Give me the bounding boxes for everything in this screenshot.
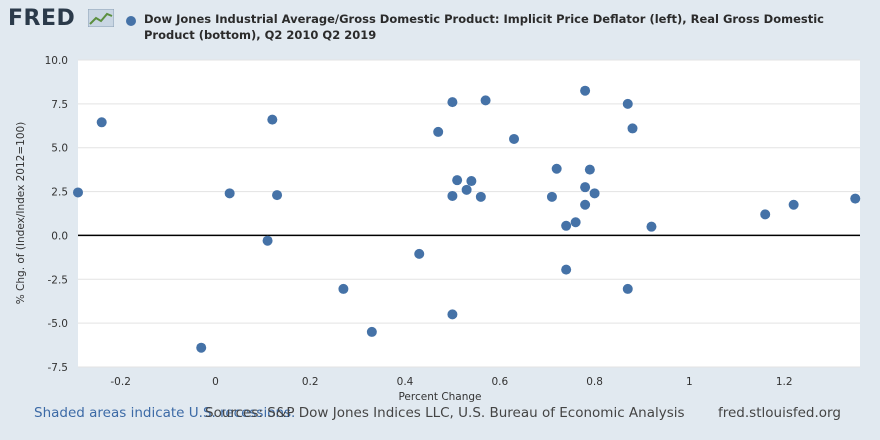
data-point[interactable]: [338, 283, 349, 294]
y-tick-label: -5.0: [48, 318, 69, 330]
data-point[interactable]: [646, 221, 657, 232]
data-point[interactable]: [509, 133, 520, 144]
data-point[interactable]: [475, 191, 486, 202]
x-tick-label: 1: [686, 376, 693, 388]
data-point[interactable]: [570, 217, 581, 228]
data-point[interactable]: [760, 209, 771, 220]
data-point[interactable]: [480, 95, 491, 106]
data-point[interactable]: [622, 98, 633, 109]
data-point[interactable]: [447, 309, 458, 320]
site-link[interactable]: fred.stlouisfed.org: [718, 405, 841, 421]
chart-line-icon: [88, 9, 114, 27]
sources-text: Sources: S&P Dow Jones Indices LLC, U.S.…: [205, 405, 685, 421]
data-point[interactable]: [433, 126, 444, 137]
x-tick-label: 0.8: [586, 376, 603, 388]
data-point[interactable]: [466, 176, 477, 187]
data-point[interactable]: [850, 193, 861, 204]
y-tick-label: 7.5: [51, 99, 68, 111]
y-tick-label: 10.0: [45, 55, 68, 67]
x-tick-label: 0.4: [397, 376, 414, 388]
data-point[interactable]: [272, 190, 283, 201]
data-point[interactable]: [546, 191, 557, 202]
data-point[interactable]: [580, 182, 591, 193]
data-point[interactable]: [622, 283, 633, 294]
recession-note[interactable]: Shaded areas indicate U.S. recessions.: [34, 405, 296, 421]
data-point[interactable]: [561, 264, 572, 275]
fred-logo[interactable]: FRED: [8, 6, 76, 31]
data-point[interactable]: [580, 85, 591, 96]
x-tick-label: 0.6: [491, 376, 508, 388]
y-axis-label: % Chg. of (Index/Index 2012=100): [15, 122, 27, 305]
x-tick-label: 0.2: [302, 376, 319, 388]
data-point[interactable]: [580, 199, 591, 210]
plot-area: [78, 60, 860, 367]
data-point[interactable]: [196, 342, 207, 353]
legend-marker: [126, 16, 136, 26]
data-point[interactable]: [447, 190, 458, 201]
data-point[interactable]: [262, 235, 273, 246]
data-point[interactable]: [627, 123, 638, 134]
x-tick-labels: -0.2 0 0.2 0.4 0.6 0.8 1 1.2: [110, 376, 792, 388]
data-point[interactable]: [73, 187, 83, 198]
x-tick-label: -0.2: [110, 376, 131, 388]
x-axis-label: Percent Change: [398, 391, 481, 403]
data-point[interactable]: [267, 114, 278, 125]
y-tick-label: -2.5: [48, 274, 69, 286]
data-point[interactable]: [224, 188, 235, 199]
data-points: [73, 85, 861, 353]
data-point[interactable]: [452, 175, 463, 186]
y-tick-label: 2.5: [51, 187, 68, 199]
y-tick-label: 0.0: [51, 230, 68, 242]
data-point[interactable]: [551, 163, 562, 174]
data-point[interactable]: [561, 220, 572, 231]
x-tick-label: 1.2: [776, 376, 793, 388]
legend-series-title: Dow Jones Industrial Average/Gross Domes…: [144, 12, 824, 42]
data-point[interactable]: [584, 164, 595, 175]
x-tick-label: 0: [212, 376, 219, 388]
data-point[interactable]: [447, 97, 458, 108]
y-tick-label: -7.5: [48, 362, 69, 374]
data-point[interactable]: [788, 199, 799, 210]
data-point[interactable]: [414, 248, 425, 259]
data-point[interactable]: [96, 117, 107, 128]
y-tick-label: 5.0: [51, 143, 68, 155]
data-point[interactable]: [461, 184, 472, 195]
data-point[interactable]: [366, 326, 377, 337]
data-point[interactable]: [589, 188, 600, 199]
y-tick-labels: -7.5 -5.0 -2.5 0.0 2.5 5.0 7.5 10.0: [45, 55, 68, 374]
